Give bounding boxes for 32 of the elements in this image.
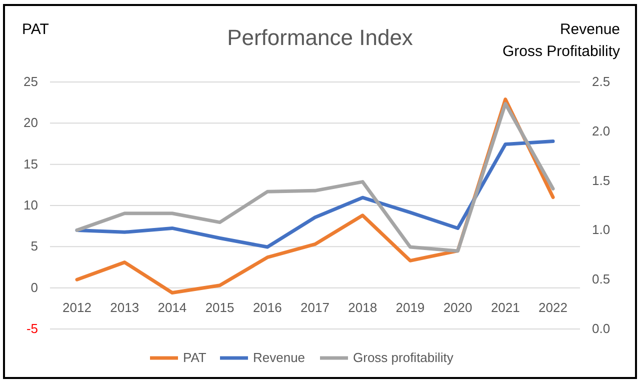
y-tick-label: 15: [24, 156, 38, 172]
chart-title: Performance Index: [227, 25, 413, 50]
line-series: [75, 140, 555, 249]
x-tick-label: 2017: [300, 300, 330, 315]
x-tick-label: 2014: [158, 300, 187, 315]
y2-tick-label: 0.5: [592, 272, 610, 287]
x-tick-label: 2012: [62, 300, 92, 315]
x-tick-label: 2013: [110, 300, 140, 315]
y-tick-label: 10: [24, 198, 38, 212]
x-tick-label: 2022: [538, 300, 568, 315]
x-tick-label: 2019: [396, 300, 425, 315]
y2-tick-label: 2.0: [592, 123, 610, 138]
y-axis-title: PAT: [22, 21, 49, 38]
y-tick-label: -5: [26, 321, 38, 336]
legend-label: Revenue: [253, 350, 306, 365]
y2-tick-label: 0.0: [592, 321, 610, 336]
x-tick-label: 2018: [348, 300, 378, 315]
x-tick-label: 2021: [490, 300, 520, 315]
line-series: [75, 102, 555, 253]
y-tick-label: 0: [30, 280, 38, 295]
legend-label: Gross profitability: [353, 350, 454, 365]
y2-tick-label: 1.0: [592, 222, 610, 238]
legend-label: PAT: [183, 350, 206, 365]
y2-axis-title: Revenue Gross Profitability: [502, 21, 620, 60]
y-tick-label: 20: [24, 115, 38, 130]
y2-tick-label: 1.5: [592, 172, 610, 188]
y-tick-label: 5: [30, 238, 38, 254]
y-tick-label: 25: [24, 74, 38, 89]
y2-tick-label: 2.5: [592, 74, 610, 89]
x-tick-label: 2020: [443, 300, 472, 315]
x-tick-label: 2016: [252, 300, 282, 315]
x-tick-label: 2015: [205, 300, 234, 315]
